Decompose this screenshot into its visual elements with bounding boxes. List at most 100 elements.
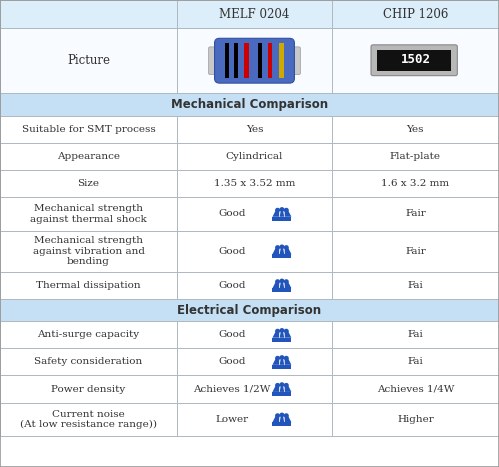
Bar [332,348,499,375]
Circle shape [279,207,284,212]
Circle shape [279,412,284,417]
Bar [332,231,499,272]
Circle shape [284,329,289,333]
Text: 1502: 1502 [400,53,431,66]
Polygon shape [279,209,284,217]
Circle shape [279,382,284,387]
Text: Mechanical strength
against vibration and
bending: Mechanical strength against vibration an… [32,236,145,266]
Text: Fair: Fair [405,247,426,256]
Text: Current noise
(At low resistance range)): Current noise (At low resistance range)) [20,410,157,429]
Bar [272,288,291,292]
Circle shape [284,208,289,212]
Bar [332,28,499,93]
Polygon shape [284,416,291,422]
Bar [377,50,451,71]
Polygon shape [279,357,284,365]
Bar [0,93,499,116]
Circle shape [275,383,280,388]
Circle shape [279,278,284,283]
Bar [0,0,177,28]
Bar [0,299,499,321]
Text: CHIP 1206: CHIP 1206 [383,7,448,21]
Bar [272,392,291,396]
Circle shape [275,356,280,361]
Text: 1.35 x 3.52 mm: 1.35 x 3.52 mm [214,179,295,188]
Bar [234,43,238,78]
Text: Thermal dissipation: Thermal dissipation [36,281,141,290]
Polygon shape [284,210,291,217]
Bar [0,272,177,299]
FancyBboxPatch shape [288,47,300,75]
Polygon shape [272,416,279,422]
Bar [0,28,177,93]
Bar [177,143,332,170]
Circle shape [279,244,284,249]
Circle shape [279,328,284,333]
Bar [0,116,177,143]
Text: Achieves 1/2W: Achieves 1/2W [193,384,271,394]
Text: Good: Good [218,330,246,340]
Bar [0,170,177,197]
Text: Good: Good [218,281,246,290]
Bar [258,43,262,78]
Circle shape [284,279,289,284]
Polygon shape [284,385,291,392]
Bar [177,375,332,403]
Bar [177,231,332,272]
Bar [177,348,332,375]
FancyBboxPatch shape [209,47,221,75]
Text: Fair: Fair [405,209,426,219]
Circle shape [275,208,280,212]
Bar [0,403,177,436]
Bar [268,43,272,78]
Circle shape [284,245,289,250]
Text: Flat-plate: Flat-plate [390,152,441,161]
Bar [0,348,177,375]
Text: Good: Good [218,209,246,219]
Polygon shape [284,282,291,288]
Polygon shape [272,331,279,338]
Bar [177,170,332,197]
Text: Power density: Power density [51,384,126,394]
Text: Picture: Picture [67,54,110,67]
Circle shape [284,383,289,388]
FancyBboxPatch shape [215,38,294,83]
Bar [332,272,499,299]
Polygon shape [279,384,284,392]
Text: Achieves 1/4W: Achieves 1/4W [377,384,454,394]
Bar [177,321,332,348]
Polygon shape [272,282,279,288]
Polygon shape [284,331,291,338]
Circle shape [284,356,289,361]
Text: Lower: Lower [216,415,249,424]
Polygon shape [272,385,279,392]
Bar [332,0,499,28]
Text: Size: Size [77,179,100,188]
Polygon shape [279,281,284,288]
Circle shape [275,245,280,250]
Bar [272,422,291,426]
Text: Good: Good [218,247,246,256]
Bar [0,375,177,403]
Text: Mechanical Comparison: Mechanical Comparison [171,98,328,111]
Circle shape [275,413,280,418]
Bar [244,43,249,78]
Text: Fai: Fai [408,281,423,290]
Circle shape [275,329,280,333]
Text: Higher: Higher [397,415,434,424]
Bar [332,143,499,170]
Text: Good: Good [218,357,246,367]
Polygon shape [279,330,284,338]
Text: Mechanical strength
against thermal shock: Mechanical strength against thermal shoc… [30,204,147,224]
Bar [332,170,499,197]
Text: Fai: Fai [408,330,423,340]
Bar [0,197,177,231]
Polygon shape [284,358,291,365]
Bar [0,321,177,348]
Text: MELF 0204: MELF 0204 [219,7,290,21]
Bar [177,28,332,93]
Polygon shape [272,248,279,254]
Bar [0,143,177,170]
Circle shape [279,355,284,360]
Polygon shape [272,358,279,365]
